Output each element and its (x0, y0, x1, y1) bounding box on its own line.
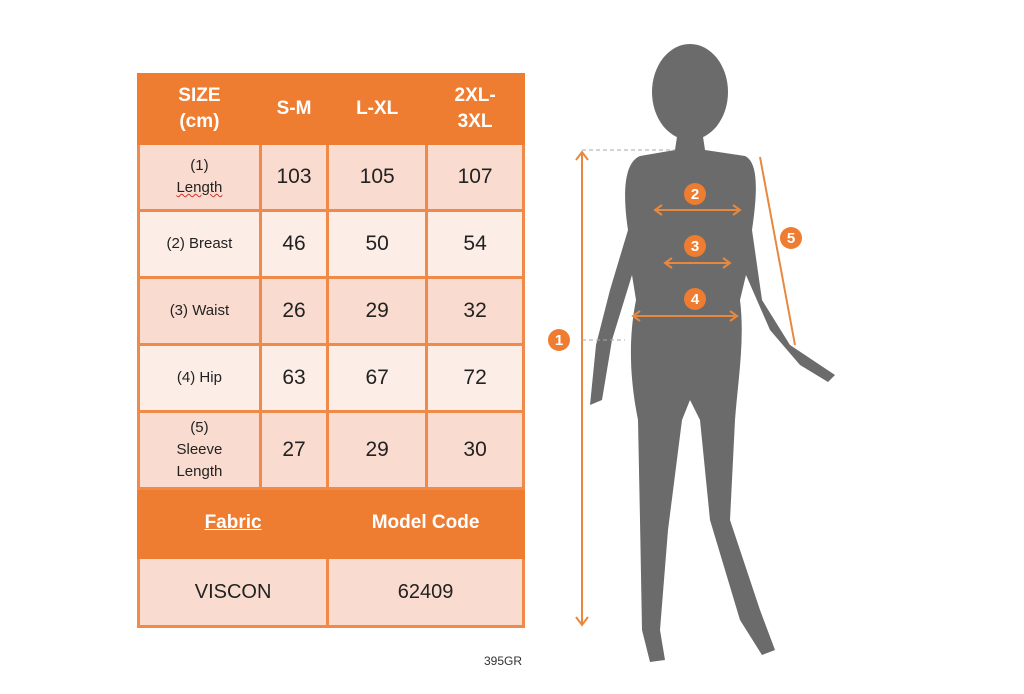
measure-markers: 1 2 3 4 5 (548, 183, 802, 351)
model-code-value: 62409 (326, 556, 525, 628)
table-header-row: SIZE (cm) S-M L-XL 2XL- 3XL (137, 73, 525, 145)
table-row: (3) Waist 26 29 32 (137, 276, 525, 346)
cell: 105 (326, 142, 429, 212)
header-line: SIZE (178, 85, 221, 106)
fabric-header: Fabric (136, 487, 330, 559)
cell: 54 (425, 209, 525, 279)
cell: 32 (425, 276, 525, 346)
marker-3: 3 (691, 238, 699, 255)
footer-header-row: Fabric Model Code (136, 487, 525, 559)
silhouette (590, 44, 835, 662)
marker-5: 5 (787, 230, 795, 247)
header-line: (cm) (179, 111, 220, 132)
table-row: (4) Hip 63 67 72 (137, 343, 525, 413)
footer-value-row: VISCON 62409 (136, 556, 525, 628)
size-chart-table: SIZE (cm) S-M L-XL 2XL- 3XL (1) Length 103 … (136, 73, 525, 628)
header-line: 2XL- (454, 85, 496, 106)
row-label: (4) Hip (137, 343, 262, 413)
cell: 67 (326, 343, 429, 413)
cell: 107 (425, 142, 525, 212)
cell: 26 (258, 276, 330, 346)
cell: 29 (326, 276, 429, 346)
cell: 46 (258, 209, 330, 279)
cell: 50 (326, 209, 429, 279)
header-l-xl: L-XL (326, 73, 429, 145)
row-label: (3) Waist (137, 276, 262, 346)
fabric-value: VISCON (136, 556, 330, 628)
cell: 27 (258, 410, 330, 490)
body-silhouette-figure: 1 2 3 4 5 (548, 44, 835, 662)
fabric-label: Fabric (204, 512, 262, 533)
model-code-header: Model Code (326, 487, 525, 559)
measure-lines (575, 149, 796, 627)
cell: 30 (425, 410, 525, 490)
table-row: (2) Breast 46 50 54 (137, 209, 525, 279)
cell: 103 (258, 142, 330, 212)
label-line: Length (176, 463, 223, 480)
cell: 72 (425, 343, 525, 413)
label-line: (5) (190, 419, 209, 436)
marker-4: 4 (691, 291, 700, 308)
label-line: (1) (190, 157, 209, 174)
table-row: (5) Sleeve Length 27 29 30 (137, 410, 525, 490)
product-code: 395GR (484, 654, 523, 668)
table-row: (1) Length 103 105 107 (137, 142, 525, 212)
marker-2: 2 (691, 186, 699, 203)
row-label: (5) Sleeve Length (137, 410, 262, 490)
row-label: (2) Breast (137, 209, 262, 279)
cell: 63 (258, 343, 330, 413)
header-s-m: S-M (258, 73, 330, 145)
row-label: (1) Length (137, 142, 262, 212)
header-2xl-3xl: 2XL- 3XL (425, 73, 525, 145)
header-size: SIZE (cm) (137, 73, 262, 145)
header-line: 3XL (457, 111, 493, 132)
cell: 29 (326, 410, 429, 490)
label-line: Length (176, 179, 223, 196)
marker-1: 1 (555, 332, 563, 349)
label-line: Sleeve (176, 441, 223, 458)
